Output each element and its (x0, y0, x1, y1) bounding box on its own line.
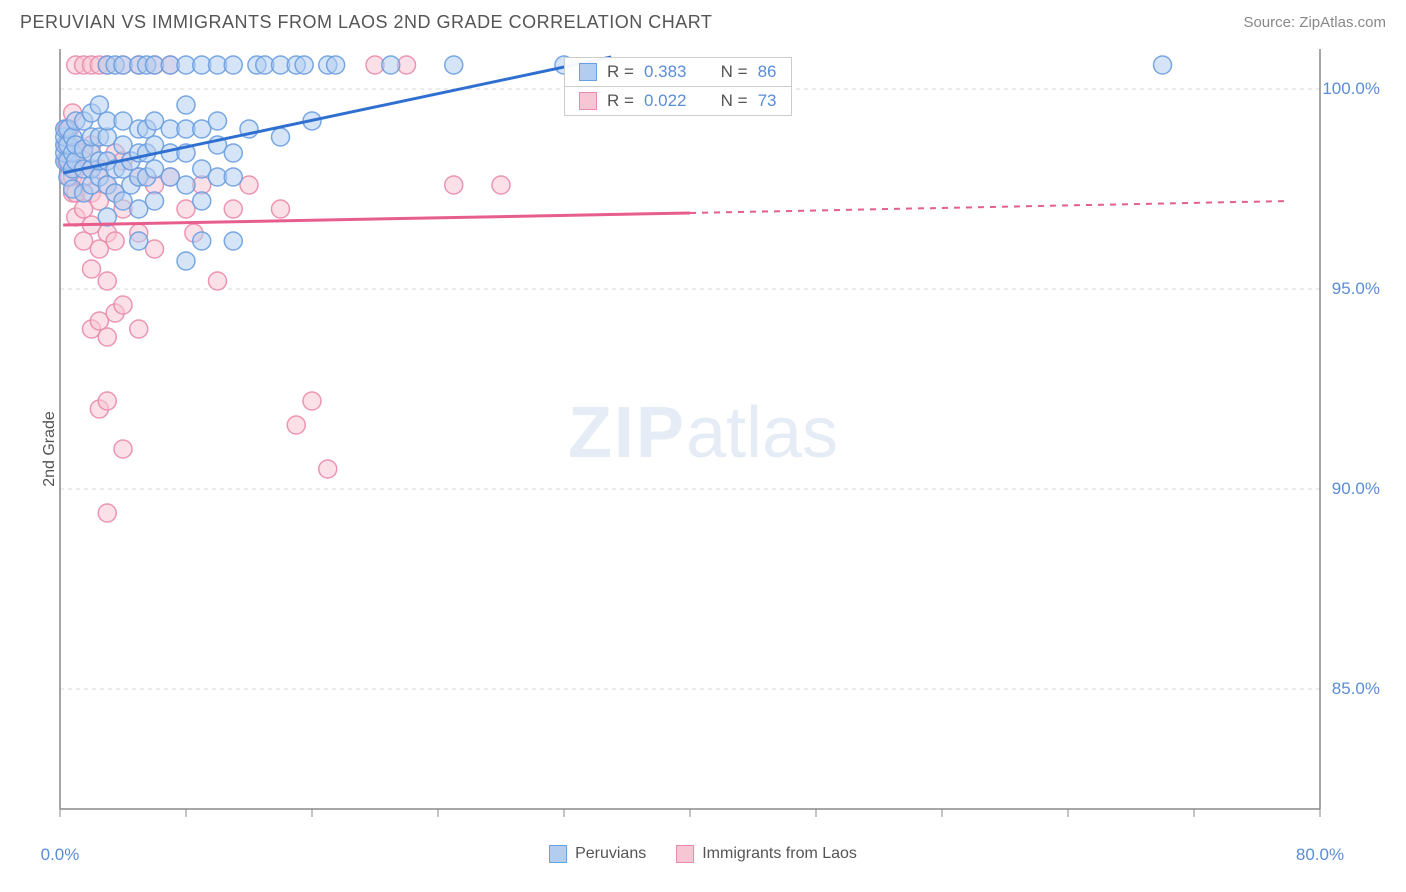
correlation-swatch (579, 92, 597, 110)
legend-swatch-pink (676, 845, 694, 863)
y-tick-label: 100.0% (1322, 79, 1380, 99)
header: PERUVIAN VS IMMIGRANTS FROM LAOS 2ND GRA… (0, 0, 1406, 39)
y-tick-label: 85.0% (1332, 679, 1380, 699)
legend-item-laos: Immigrants from Laos (676, 845, 857, 863)
legend: Peruvians Immigrants from Laos (549, 845, 857, 863)
correlation-row: R = 0.383 N = 86 (565, 58, 791, 87)
legend-label-peruvians: Peruvians (575, 845, 646, 863)
y-tick-label: 90.0% (1332, 479, 1380, 499)
x-tick-label: 80.0% (1296, 845, 1344, 865)
scatter-chart (20, 39, 1386, 859)
y-tick-label: 95.0% (1332, 279, 1380, 299)
source-label: Source: ZipAtlas.com (1243, 14, 1386, 31)
legend-label-laos: Immigrants from Laos (702, 845, 857, 863)
legend-item-peruvians: Peruvians (549, 845, 646, 863)
chart-container: 2nd Grade ZIPatlas 85.0%90.0%95.0%100.0%… (20, 39, 1386, 859)
correlation-box: R = 0.383 N = 86R = 0.022 N = 73 (564, 57, 792, 116)
legend-swatch-blue (549, 845, 567, 863)
correlation-swatch (579, 63, 597, 81)
chart-title: PERUVIAN VS IMMIGRANTS FROM LAOS 2ND GRA… (20, 12, 712, 33)
x-tick-label: 0.0% (41, 845, 80, 865)
correlation-row: R = 0.022 N = 73 (565, 87, 791, 115)
